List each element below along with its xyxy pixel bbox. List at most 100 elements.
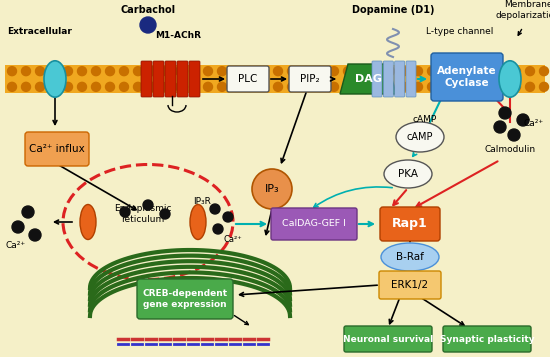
Text: PLC: PLC: [238, 74, 258, 84]
Circle shape: [414, 82, 422, 91]
Circle shape: [470, 82, 478, 91]
Text: Ca²⁺: Ca²⁺: [6, 241, 26, 250]
FancyBboxPatch shape: [227, 66, 269, 92]
Circle shape: [12, 221, 24, 233]
Circle shape: [483, 82, 492, 91]
Text: M1-AChR: M1-AChR: [155, 30, 201, 40]
Circle shape: [470, 67, 478, 76]
FancyBboxPatch shape: [177, 61, 188, 97]
Circle shape: [371, 82, 381, 91]
Circle shape: [442, 82, 450, 91]
Ellipse shape: [499, 61, 521, 97]
Circle shape: [8, 67, 16, 76]
Circle shape: [175, 67, 184, 76]
Circle shape: [8, 82, 16, 91]
Text: cAMP: cAMP: [413, 116, 437, 125]
Circle shape: [399, 82, 409, 91]
Circle shape: [50, 67, 58, 76]
Circle shape: [371, 67, 381, 76]
Text: Synaptic plasticity: Synaptic plasticity: [439, 335, 534, 343]
Text: PKA: PKA: [398, 169, 418, 179]
Circle shape: [525, 82, 535, 91]
FancyBboxPatch shape: [141, 61, 152, 97]
Circle shape: [386, 67, 394, 76]
Circle shape: [316, 82, 324, 91]
Circle shape: [329, 82, 338, 91]
Ellipse shape: [396, 122, 444, 152]
FancyBboxPatch shape: [25, 132, 89, 166]
Ellipse shape: [44, 61, 66, 97]
Text: Rap1: Rap1: [392, 217, 428, 231]
Ellipse shape: [384, 160, 432, 188]
Circle shape: [134, 82, 142, 91]
Text: Endoplasmic
reticulum: Endoplasmic reticulum: [114, 204, 172, 224]
Text: cAMP: cAMP: [407, 132, 433, 142]
Text: Carbachol: Carbachol: [120, 5, 175, 15]
Circle shape: [498, 67, 507, 76]
Circle shape: [162, 82, 170, 91]
FancyBboxPatch shape: [443, 326, 531, 352]
Text: ERK1/2: ERK1/2: [392, 280, 428, 290]
Circle shape: [427, 82, 437, 91]
Circle shape: [498, 82, 507, 91]
FancyBboxPatch shape: [406, 61, 416, 97]
Circle shape: [134, 67, 142, 76]
Circle shape: [119, 82, 129, 91]
Text: Extracellular: Extracellular: [7, 27, 72, 36]
Circle shape: [217, 82, 227, 91]
Text: Membrane
depolarization: Membrane depolarization: [496, 0, 550, 20]
Circle shape: [78, 67, 86, 76]
Text: PIP₂: PIP₂: [300, 74, 320, 84]
FancyBboxPatch shape: [379, 271, 441, 299]
Text: CalDAG-GEF I: CalDAG-GEF I: [282, 220, 346, 228]
Circle shape: [442, 67, 450, 76]
Circle shape: [106, 82, 114, 91]
Circle shape: [190, 67, 199, 76]
Circle shape: [512, 67, 520, 76]
Circle shape: [78, 82, 86, 91]
Circle shape: [147, 67, 157, 76]
Circle shape: [36, 67, 45, 76]
Circle shape: [50, 82, 58, 91]
FancyBboxPatch shape: [344, 326, 432, 352]
Circle shape: [210, 204, 220, 214]
Circle shape: [344, 67, 353, 76]
FancyBboxPatch shape: [165, 61, 176, 97]
Text: Ca²⁺: Ca²⁺: [524, 119, 544, 127]
Text: IP₃: IP₃: [265, 184, 279, 194]
Circle shape: [232, 82, 240, 91]
Circle shape: [91, 82, 101, 91]
Text: Adenylate
Cyclase: Adenylate Cyclase: [437, 66, 497, 88]
Circle shape: [63, 82, 73, 91]
Circle shape: [36, 82, 45, 91]
FancyBboxPatch shape: [380, 207, 440, 241]
Circle shape: [494, 121, 506, 133]
Circle shape: [301, 67, 311, 76]
Bar: [5, 65, 545, 93]
Text: IP₃R: IP₃R: [193, 197, 211, 206]
Circle shape: [273, 82, 283, 91]
Circle shape: [217, 67, 227, 76]
Ellipse shape: [80, 205, 96, 240]
Text: Calmodulin: Calmodulin: [485, 146, 536, 155]
FancyBboxPatch shape: [289, 66, 331, 92]
Circle shape: [499, 107, 511, 119]
Text: CREB-dependent
gene expression: CREB-dependent gene expression: [142, 289, 228, 309]
Circle shape: [540, 67, 548, 76]
Circle shape: [22, 206, 34, 218]
Circle shape: [232, 67, 240, 76]
Circle shape: [483, 67, 492, 76]
Text: B-Raf: B-Raf: [396, 252, 424, 262]
Circle shape: [245, 82, 255, 91]
Circle shape: [414, 67, 422, 76]
Circle shape: [143, 200, 153, 210]
Circle shape: [329, 67, 338, 76]
Circle shape: [106, 67, 114, 76]
Circle shape: [273, 67, 283, 76]
FancyBboxPatch shape: [395, 61, 405, 97]
Circle shape: [204, 67, 212, 76]
FancyBboxPatch shape: [383, 61, 393, 97]
Circle shape: [288, 82, 296, 91]
Circle shape: [260, 82, 268, 91]
Circle shape: [63, 67, 73, 76]
